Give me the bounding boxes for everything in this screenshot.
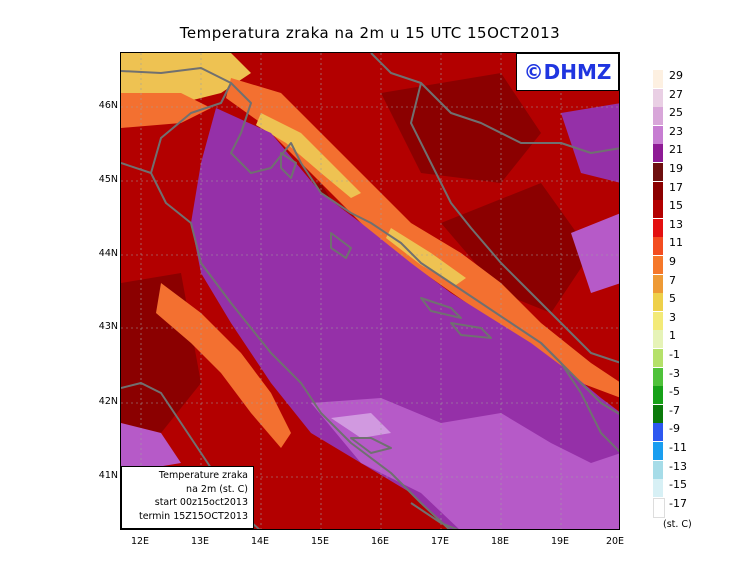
lat-label: 46N xyxy=(98,100,118,111)
lon-label: 15E xyxy=(310,536,330,547)
legend-swatch xyxy=(653,125,663,144)
legend-swatch xyxy=(653,460,663,479)
legend-label: -11 xyxy=(669,441,687,454)
info-line: termin 15Z15OCT2013 xyxy=(138,510,248,522)
legend-label: -1 xyxy=(669,348,680,361)
legend-swatch xyxy=(653,442,663,460)
legend-swatch xyxy=(653,88,663,107)
lon-label: 17E xyxy=(430,536,450,547)
alps-warm-zone xyxy=(121,93,211,128)
lon-label: 13E xyxy=(190,536,210,547)
dhmz-logo: ©DHMZ xyxy=(516,53,619,91)
legend-swatch xyxy=(653,218,663,237)
legend-label: 29 xyxy=(669,69,683,82)
legend-label: 9 xyxy=(669,255,676,268)
legend-label: 7 xyxy=(669,273,676,287)
legend-label: 15 xyxy=(669,199,683,213)
legend-swatch xyxy=(653,293,663,312)
legend-label: 11 xyxy=(669,236,683,250)
legend-label: 3 xyxy=(669,310,676,324)
legend-label: -17 xyxy=(669,496,687,510)
lon-label: 12E xyxy=(130,536,150,547)
lon-label: 16E xyxy=(370,536,390,547)
legend-swatch xyxy=(653,107,663,126)
legend-label: -15 xyxy=(669,478,687,492)
apennine-warm-band xyxy=(156,283,291,448)
lon-label: 20E xyxy=(605,536,625,547)
legend-label: -13 xyxy=(669,459,687,473)
legend-swatch xyxy=(653,181,663,200)
sea-lighter-zone xyxy=(331,413,391,438)
legend-swatch xyxy=(653,497,665,518)
legend-swatch xyxy=(653,144,663,163)
legend-label: 23 xyxy=(669,124,683,138)
legend-label: 5 xyxy=(669,292,676,306)
warm-zone-east xyxy=(561,103,619,183)
legend-label: 1 xyxy=(669,329,676,343)
legend-label: -9 xyxy=(669,422,680,436)
graticule xyxy=(121,53,619,529)
legend-swatch xyxy=(653,70,663,88)
map-title: Temperatura zraka na 2m u 15 UTC 15OCT20… xyxy=(179,24,561,42)
legend-swatch xyxy=(653,256,663,274)
legend-swatch xyxy=(653,367,663,386)
legend-label: 19 xyxy=(669,162,683,175)
land-dark-patch xyxy=(381,73,541,183)
legend-swatch xyxy=(653,163,663,181)
coastlines xyxy=(121,53,619,529)
legend-label: -3 xyxy=(669,366,680,380)
legend-swatch xyxy=(653,237,663,256)
legend-swatch xyxy=(653,349,663,367)
sea-light-zone xyxy=(571,213,619,293)
temperature-map xyxy=(120,52,620,530)
info-line: na 2m (st. C) xyxy=(186,483,248,495)
lat-label: 44N xyxy=(98,248,118,259)
legend-swatch xyxy=(653,274,663,293)
legend-swatch xyxy=(653,311,663,330)
dinaric-warm-core xyxy=(256,113,361,198)
legend-label: 13 xyxy=(669,217,683,231)
lon-label: 19E xyxy=(550,536,570,547)
legend-label: 17 xyxy=(669,180,683,194)
legend-label: 25 xyxy=(669,106,683,120)
legend-swatch xyxy=(653,200,663,219)
lat-label: 45N xyxy=(98,174,118,185)
legend-swatch xyxy=(653,404,663,423)
legend-swatch xyxy=(653,479,663,498)
lat-label: 42N xyxy=(98,396,118,407)
legend-label: -5 xyxy=(669,385,680,399)
land-dark-patch xyxy=(441,183,591,313)
lat-label: 41N xyxy=(98,470,118,481)
legend-swatch xyxy=(653,386,663,405)
legend-swatch xyxy=(653,423,663,442)
sea-light-zone xyxy=(121,423,181,473)
legend-label: -7 xyxy=(669,403,680,417)
lon-label: 18E xyxy=(490,536,510,547)
dinaric-warm-core xyxy=(386,228,466,285)
lat-label: 43N xyxy=(98,321,118,332)
info-line: Temperature zraka xyxy=(158,470,248,481)
temperature-field xyxy=(121,53,619,529)
info-line: start 00z15oct2013 xyxy=(154,497,248,508)
run-info-box: Temperature zraka na 2m (st. C) start 00… xyxy=(121,466,254,529)
legend-unit: (st. C) xyxy=(663,519,692,530)
legend-label: 27 xyxy=(669,87,683,101)
lon-label: 14E xyxy=(250,536,270,547)
legend-label: 21 xyxy=(669,143,683,157)
legend-swatch xyxy=(653,330,663,349)
